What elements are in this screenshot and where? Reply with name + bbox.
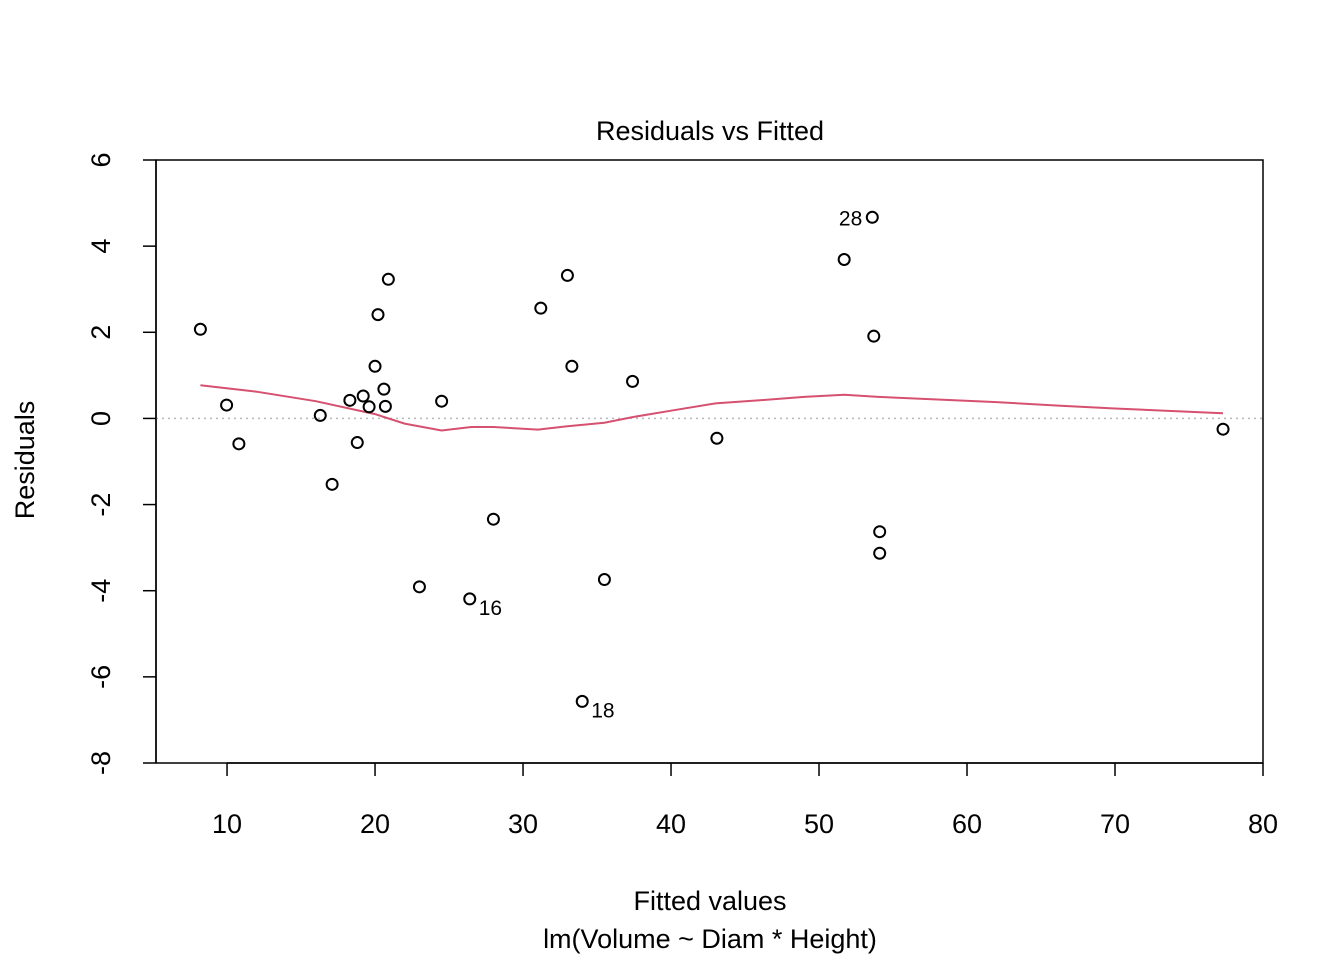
point-label: 16 [479,597,502,620]
data-point [597,573,611,587]
x-tick-label: 50 [804,809,834,839]
data-point [350,436,364,450]
x-axis-subtitle: lm(Volume ~ Diam * Height) [543,924,877,954]
data-point [463,592,477,606]
data-point [193,322,207,336]
x-tick-label: 20 [360,809,390,839]
smooth-trend-line [200,384,1224,432]
data-point [371,308,385,322]
y-tick-label: 0 [86,411,116,426]
x-tick-label: 40 [656,809,686,839]
data-point [325,477,339,491]
point-label: 28 [839,207,862,230]
data-point [362,400,376,414]
data-point [412,580,426,594]
x-tick-label: 80 [1248,809,1278,839]
x-tick-label: 30 [508,809,538,839]
data-point [486,512,500,526]
data-point [377,382,391,396]
data-point [381,272,395,286]
point-label: 18 [591,699,614,722]
data-point [343,393,357,407]
data-point [837,252,851,266]
data-point [313,408,327,422]
data-point [1216,422,1230,436]
data-point [575,694,589,708]
x-tick-label: 60 [952,809,982,839]
data-point [435,394,449,408]
y-tick-label: 6 [86,152,116,167]
data-point [873,525,887,539]
y-tick-label: -6 [86,665,116,689]
chart-title: Residuals vs Fitted [596,116,824,146]
data-point [710,431,724,445]
x-axis-label: Fitted values [633,886,786,916]
data-point [368,359,382,373]
data-point [220,398,234,412]
plot-frame [155,159,1264,764]
data-point [867,329,881,343]
y-tick-label: -4 [86,579,116,603]
data-point [565,359,579,373]
y-tick-label: 2 [86,325,116,340]
x-tick-label: 10 [212,809,242,839]
data-point [378,399,392,413]
y-tick-label: -2 [86,493,116,517]
data-point [534,301,548,315]
data-point [560,268,574,282]
y-tick-label: -8 [86,751,116,775]
data-point [873,546,887,560]
data-point [356,389,370,403]
y-tick-label: 4 [86,239,116,254]
data-point [865,210,879,224]
x-tick-label: 70 [1100,809,1130,839]
y-axis-label: Residuals [10,401,40,520]
data-point [626,374,640,388]
data-point [232,437,246,451]
